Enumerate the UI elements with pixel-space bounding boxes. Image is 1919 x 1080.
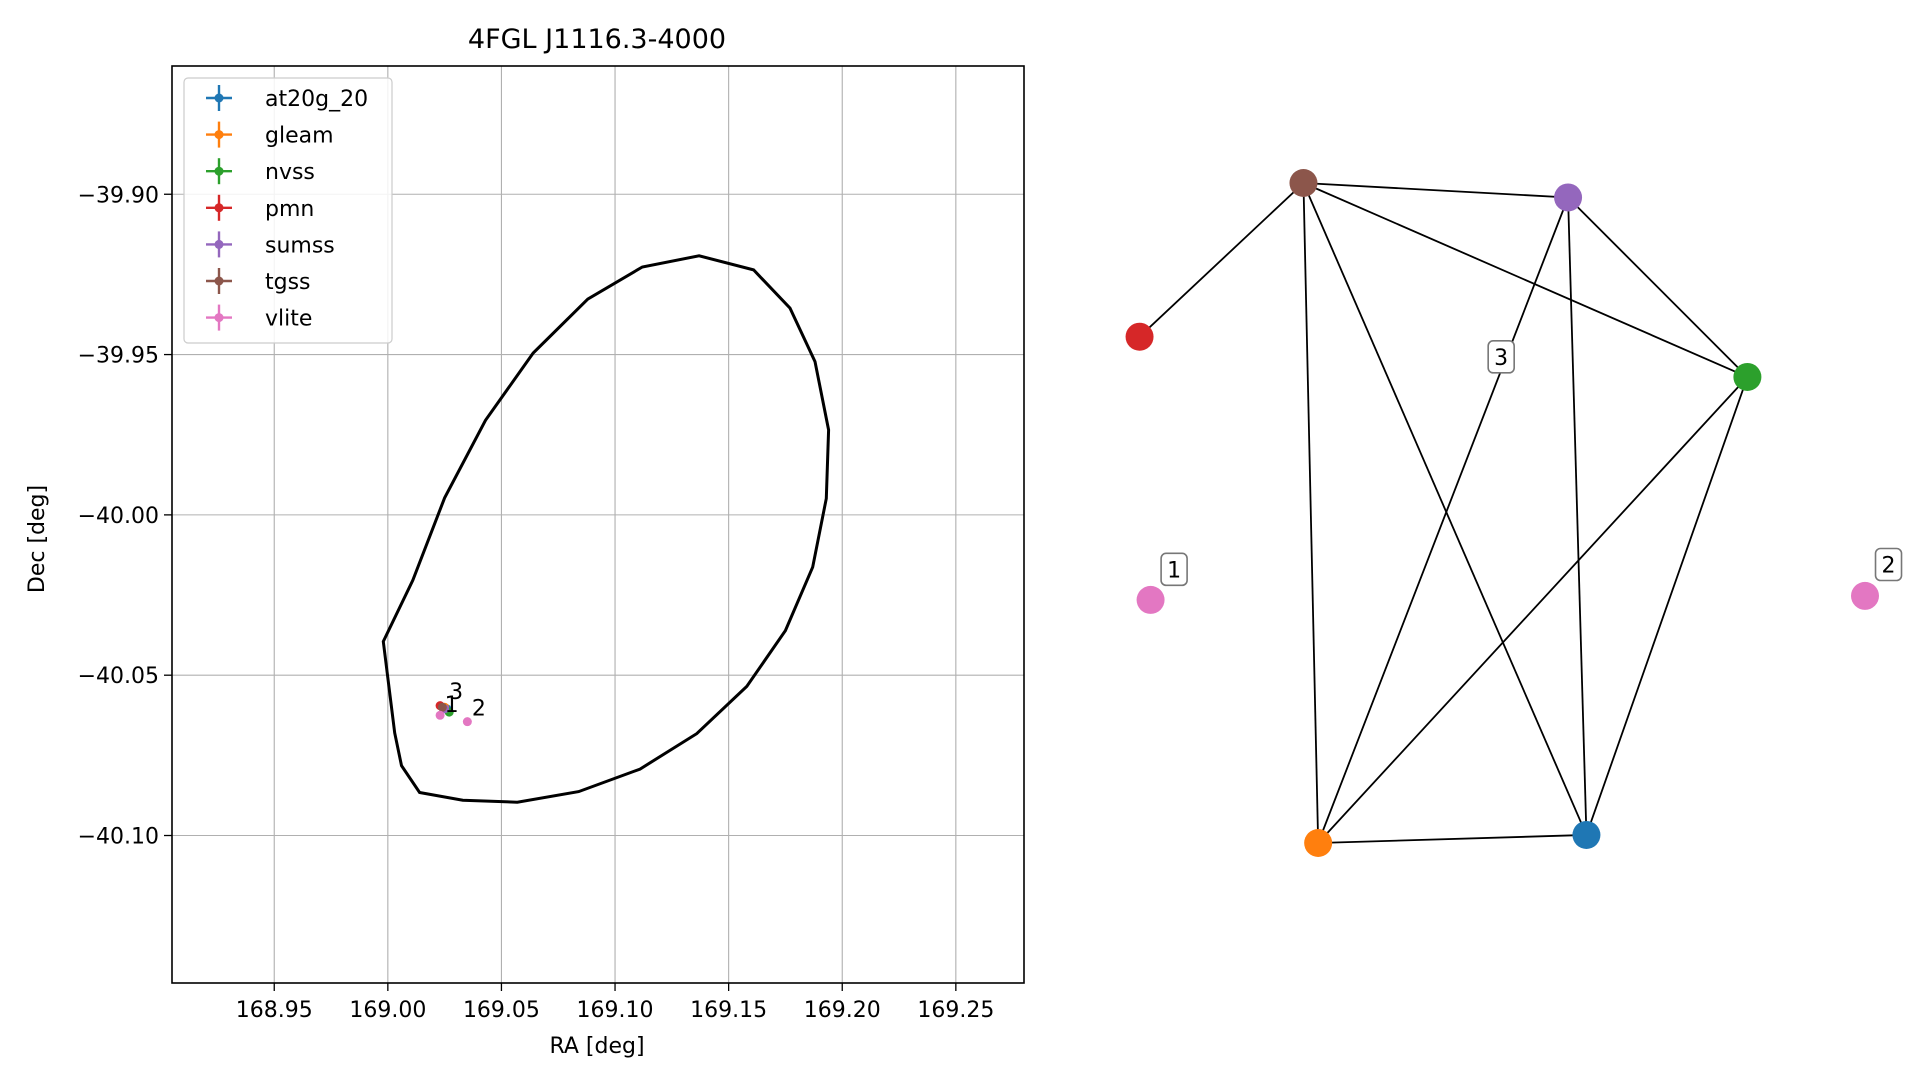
network-label-text: 1 — [1167, 558, 1181, 583]
legend-label: nvss — [265, 160, 315, 185]
network-label-box — [1874, 547, 1903, 582]
y-tick-label: −40.10 — [78, 825, 159, 850]
legend-label: pmn — [265, 197, 314, 222]
scatter-panel: 4FGL J1116.3-4000 1 23 168.95 169.00 169.05… — [25, 24, 1025, 1059]
y-axis-label: Dec [deg] — [25, 485, 50, 593]
legend-marker — [214, 276, 224, 286]
x-axis-label: RA [deg] — [549, 1034, 644, 1059]
y-tick-label: −40.00 — [78, 504, 159, 529]
legend-entry-tgss: tgss — [206, 268, 311, 295]
legend-marker — [214, 313, 224, 323]
network-label-box — [1487, 340, 1515, 374]
y-tick-label: −39.90 — [78, 183, 159, 208]
x-tick-label: 169.10 — [577, 998, 654, 1023]
network-label: 3 — [1487, 340, 1515, 374]
localization-ellipse — [381, 254, 831, 804]
y-tick-label: −40.05 — [78, 664, 159, 689]
y-tick-label: −39.95 — [78, 344, 159, 369]
x-tick-label: 169.20 — [804, 998, 881, 1023]
node-vlite1 — [1136, 585, 1165, 614]
axes-frame — [171, 65, 1025, 984]
edge-tgss-sumss — [1303, 182, 1569, 199]
network-edges — [1138, 182, 1749, 844]
network-label: 1 — [1160, 552, 1188, 587]
edge-sumss-nvss — [1567, 196, 1749, 378]
node-at20g — [1572, 820, 1601, 849]
legend-entry-at20g_20: at20g_20 — [206, 85, 368, 112]
node-pmn — [1125, 322, 1154, 351]
point-annotation: 3 — [449, 680, 463, 705]
x-tick-label: 169.05 — [463, 998, 540, 1023]
axis-ticks: 168.95 169.00 169.05 169.10 169.15 169.20 169.… — [78, 183, 995, 1023]
network-label: 2 — [1874, 547, 1903, 582]
network-label-text: 3 — [1494, 346, 1508, 371]
network-labels: 1 2 3 — [1160, 340, 1903, 587]
legend-label: gleam — [265, 124, 334, 149]
edge-sumss-at20g — [1567, 197, 1588, 835]
legend-marker — [214, 203, 224, 213]
edge-nvss-at20g — [1585, 376, 1749, 836]
node-nvss — [1733, 362, 1762, 391]
legend-marker — [214, 166, 224, 176]
legend-label: tgss — [265, 270, 311, 295]
legend-entry-pmn: pmn — [206, 194, 314, 222]
network-label-text: 2 — [1882, 554, 1896, 579]
node-gleam — [1304, 829, 1333, 857]
x-tick-label: 169.25 — [917, 998, 994, 1023]
x-tick-label: 168.95 — [236, 998, 313, 1023]
data-point-vlite — [462, 717, 472, 727]
legend-label: sumss — [265, 233, 335, 258]
legend-marker — [214, 93, 224, 103]
node-vlite2 — [1851, 581, 1879, 610]
legend-box — [183, 77, 393, 344]
network-panel: 1 2 3 — [1125, 169, 1903, 857]
edge-tgss-pmn — [1138, 182, 1305, 338]
legend-entry-gleam: gleam — [206, 121, 334, 149]
point-annotations: 1 23 — [445, 680, 486, 721]
point-annotation: 2 — [472, 696, 486, 721]
source-points — [435, 701, 472, 727]
legend-marker — [214, 130, 224, 140]
edge-sumss-gleam — [1317, 197, 1569, 844]
network-nodes — [1125, 169, 1879, 857]
legend-entry-nvss: nvss — [206, 158, 315, 185]
data-point-vlite — [435, 710, 445, 720]
edge-tgss-at20g — [1302, 182, 1588, 836]
legend-label: at20g_20 — [265, 87, 368, 112]
edge-tgss-gleam — [1302, 182, 1320, 844]
x-tick-label: 169.15 — [690, 998, 767, 1023]
point-annotation: 1 — [445, 693, 459, 718]
legend-entry-vlite: vlite — [206, 304, 312, 332]
data-point-tgss — [437, 702, 447, 712]
legend-entry-sumss: sumss — [206, 231, 335, 258]
chart-title: 4FGL J1116.3-4000 — [468, 24, 726, 55]
x-tick-label: 169.00 — [349, 998, 426, 1023]
edge-nvss-gleam — [1317, 376, 1749, 844]
edge-gleam-at20g — [1318, 834, 1587, 844]
legend-label: vlite — [265, 307, 312, 332]
node-tgss — [1289, 169, 1318, 197]
error-ellipse — [381, 254, 831, 804]
node-sumss — [1554, 183, 1583, 212]
legend-marker — [214, 239, 224, 249]
edge-tgss-nvss — [1303, 182, 1748, 378]
network-label-box — [1160, 552, 1188, 587]
